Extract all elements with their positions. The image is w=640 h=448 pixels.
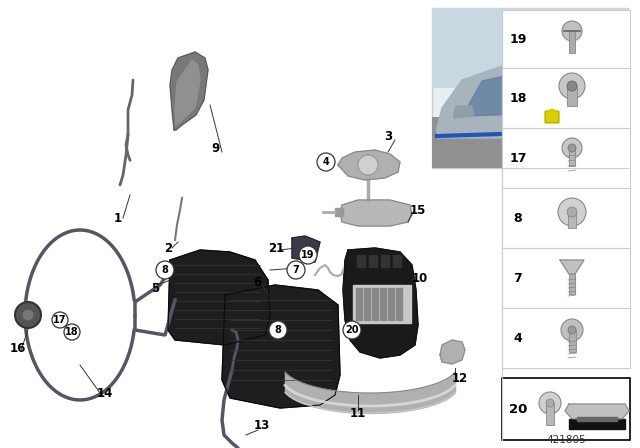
Circle shape [156,261,174,279]
Text: 8: 8 [275,325,282,335]
Circle shape [287,261,305,279]
Circle shape [299,246,317,264]
Text: 1: 1 [114,211,122,224]
Bar [357,255,365,267]
Circle shape [568,144,576,152]
Bar [569,274,575,294]
Bar [568,212,576,228]
Bar [432,8,628,168]
Bar [353,285,411,323]
Text: 10: 10 [412,271,428,284]
Text: 17: 17 [53,315,67,325]
Circle shape [64,324,80,340]
Bar [396,288,402,320]
Text: 5: 5 [151,281,159,294]
Polygon shape [175,60,200,125]
Polygon shape [440,340,465,364]
Bar [502,68,630,128]
Bar [502,188,630,248]
Bar [380,288,386,320]
Circle shape [567,207,577,217]
Bar [567,86,577,106]
Circle shape [568,326,576,334]
Polygon shape [292,236,320,262]
Text: 7: 7 [292,265,300,275]
Polygon shape [565,404,629,419]
Text: 16: 16 [10,341,26,354]
Bar [502,128,630,188]
Bar [335,208,343,216]
Text: 13: 13 [254,418,270,431]
Bar [569,31,575,53]
Circle shape [567,81,577,91]
Bar [369,255,377,267]
Circle shape [546,399,554,407]
Text: 14: 14 [97,387,113,400]
Bar [381,255,389,267]
Text: 8: 8 [161,265,168,275]
Circle shape [561,319,583,341]
Circle shape [269,321,287,339]
Polygon shape [467,70,562,116]
Polygon shape [560,260,584,274]
Bar [372,288,378,320]
Bar [568,330,575,352]
Polygon shape [562,68,572,118]
Text: 15: 15 [410,203,426,216]
Bar [546,403,554,425]
Text: 11: 11 [350,406,366,419]
Circle shape [22,309,34,321]
Text: 19: 19 [509,33,527,46]
Bar [432,8,628,88]
Bar [432,117,628,168]
Text: 6: 6 [253,276,261,289]
Text: 20: 20 [509,402,527,415]
Polygon shape [437,58,628,138]
Text: 19: 19 [301,250,315,260]
Text: 12: 12 [452,371,468,384]
Bar [577,417,617,421]
Text: 3: 3 [384,129,392,142]
Bar [502,248,630,308]
Text: 20: 20 [345,325,359,335]
Polygon shape [454,106,474,118]
Bar [569,419,625,429]
Text: 17: 17 [509,151,527,164]
Text: 4: 4 [323,157,330,167]
Circle shape [15,302,41,328]
FancyBboxPatch shape [545,111,559,123]
Polygon shape [338,150,400,180]
Circle shape [559,73,585,99]
Bar [356,288,362,320]
Circle shape [52,312,68,328]
Bar [569,148,575,166]
Circle shape [343,321,361,339]
Polygon shape [340,200,412,226]
Circle shape [539,392,561,414]
Circle shape [358,155,378,175]
Text: 18: 18 [509,91,527,104]
Bar [364,288,370,320]
Text: 7: 7 [514,271,522,284]
Bar [393,255,401,267]
Polygon shape [170,52,208,130]
Polygon shape [168,250,270,345]
Text: 21: 21 [268,241,284,254]
Bar [502,10,630,68]
Circle shape [562,138,582,158]
Polygon shape [222,285,340,408]
Bar [502,308,630,368]
Bar [502,378,630,440]
Text: 421805: 421805 [546,435,586,445]
Circle shape [558,198,586,226]
Text: 8: 8 [514,211,522,224]
Circle shape [562,21,582,41]
Polygon shape [343,248,418,358]
Text: 9: 9 [212,142,220,155]
Text: 2: 2 [164,241,172,254]
Text: 18: 18 [65,327,79,337]
Circle shape [317,153,335,171]
Bar [388,288,394,320]
Text: 4: 4 [514,332,522,345]
